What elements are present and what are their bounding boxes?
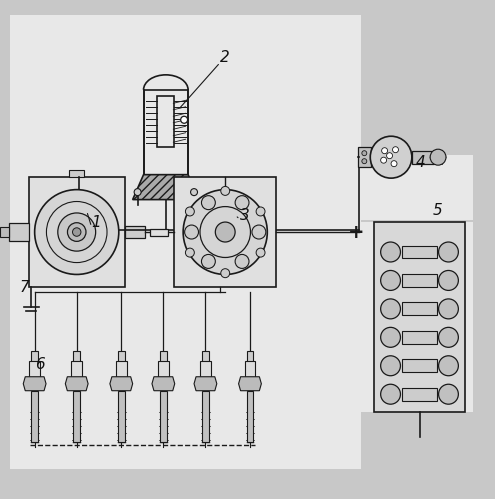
- Circle shape: [381, 242, 400, 262]
- Bar: [174, 177, 276, 287]
- Bar: [158, 361, 169, 377]
- Polygon shape: [110, 377, 133, 391]
- Circle shape: [439, 356, 458, 376]
- Circle shape: [67, 223, 86, 242]
- Circle shape: [439, 299, 458, 319]
- Bar: [31, 351, 38, 362]
- Circle shape: [215, 222, 235, 242]
- Circle shape: [439, 242, 458, 262]
- Bar: [150, 229, 168, 236]
- Circle shape: [439, 270, 458, 290]
- Circle shape: [381, 356, 400, 376]
- Text: 4: 4: [416, 155, 426, 170]
- Bar: [402, 388, 437, 401]
- Circle shape: [439, 384, 458, 404]
- Text: 7: 7: [20, 280, 30, 295]
- Circle shape: [362, 151, 367, 156]
- Circle shape: [382, 148, 388, 154]
- Circle shape: [430, 149, 446, 165]
- Bar: [71, 361, 82, 377]
- Bar: [358, 147, 371, 167]
- Text: 3: 3: [240, 208, 250, 223]
- Bar: [118, 391, 125, 442]
- Circle shape: [235, 196, 249, 210]
- Polygon shape: [194, 377, 217, 391]
- Circle shape: [221, 187, 230, 196]
- Bar: [31, 391, 38, 442]
- Circle shape: [381, 157, 387, 163]
- Circle shape: [58, 213, 96, 251]
- Circle shape: [181, 116, 188, 123]
- Bar: [73, 391, 80, 442]
- Bar: [361, 155, 473, 220]
- Circle shape: [134, 189, 141, 196]
- Bar: [9, 223, 29, 241]
- Bar: [69, 170, 84, 177]
- Bar: [125, 226, 145, 238]
- Circle shape: [185, 225, 198, 239]
- Text: 6: 6: [35, 357, 45, 372]
- Circle shape: [252, 225, 266, 239]
- Bar: [29, 361, 40, 377]
- Circle shape: [370, 136, 412, 178]
- Bar: [402, 302, 437, 315]
- Circle shape: [393, 147, 398, 153]
- Bar: [245, 361, 255, 377]
- Bar: [402, 274, 437, 287]
- Circle shape: [381, 384, 400, 404]
- Circle shape: [201, 196, 215, 210]
- Bar: [160, 391, 167, 442]
- Polygon shape: [152, 377, 175, 391]
- Circle shape: [381, 270, 400, 290]
- Circle shape: [362, 159, 367, 164]
- Circle shape: [186, 207, 195, 216]
- Bar: [144, 90, 188, 175]
- Text: 1: 1: [92, 215, 101, 230]
- Bar: [10, 15, 361, 469]
- Bar: [402, 331, 437, 344]
- Bar: [116, 361, 127, 377]
- Bar: [374, 222, 465, 412]
- Polygon shape: [133, 175, 199, 200]
- Text: +: +: [348, 223, 365, 242]
- Circle shape: [183, 190, 267, 274]
- Text: 2: 2: [220, 50, 230, 65]
- Circle shape: [35, 190, 119, 274]
- Bar: [412, 151, 434, 164]
- Circle shape: [391, 161, 397, 167]
- Circle shape: [235, 254, 249, 268]
- Circle shape: [221, 268, 230, 277]
- Bar: [402, 359, 437, 372]
- Bar: [29, 177, 125, 287]
- Bar: [73, 351, 80, 362]
- Circle shape: [256, 207, 265, 216]
- Circle shape: [387, 153, 393, 159]
- Bar: [0, 227, 9, 237]
- Bar: [361, 222, 473, 412]
- Polygon shape: [239, 377, 261, 391]
- Bar: [160, 351, 167, 362]
- Circle shape: [191, 189, 198, 196]
- Circle shape: [72, 228, 81, 236]
- Circle shape: [186, 248, 195, 257]
- Circle shape: [439, 327, 458, 347]
- Bar: [157, 96, 174, 147]
- Bar: [118, 351, 125, 362]
- Bar: [402, 246, 437, 258]
- Circle shape: [381, 299, 400, 319]
- Text: 5: 5: [433, 203, 443, 218]
- Bar: [202, 391, 209, 442]
- Bar: [247, 391, 253, 442]
- Circle shape: [381, 327, 400, 347]
- Bar: [200, 361, 211, 377]
- Bar: [202, 351, 209, 362]
- Circle shape: [256, 248, 265, 257]
- Polygon shape: [65, 377, 88, 391]
- Bar: [247, 351, 253, 362]
- Circle shape: [201, 254, 215, 268]
- Polygon shape: [23, 377, 46, 391]
